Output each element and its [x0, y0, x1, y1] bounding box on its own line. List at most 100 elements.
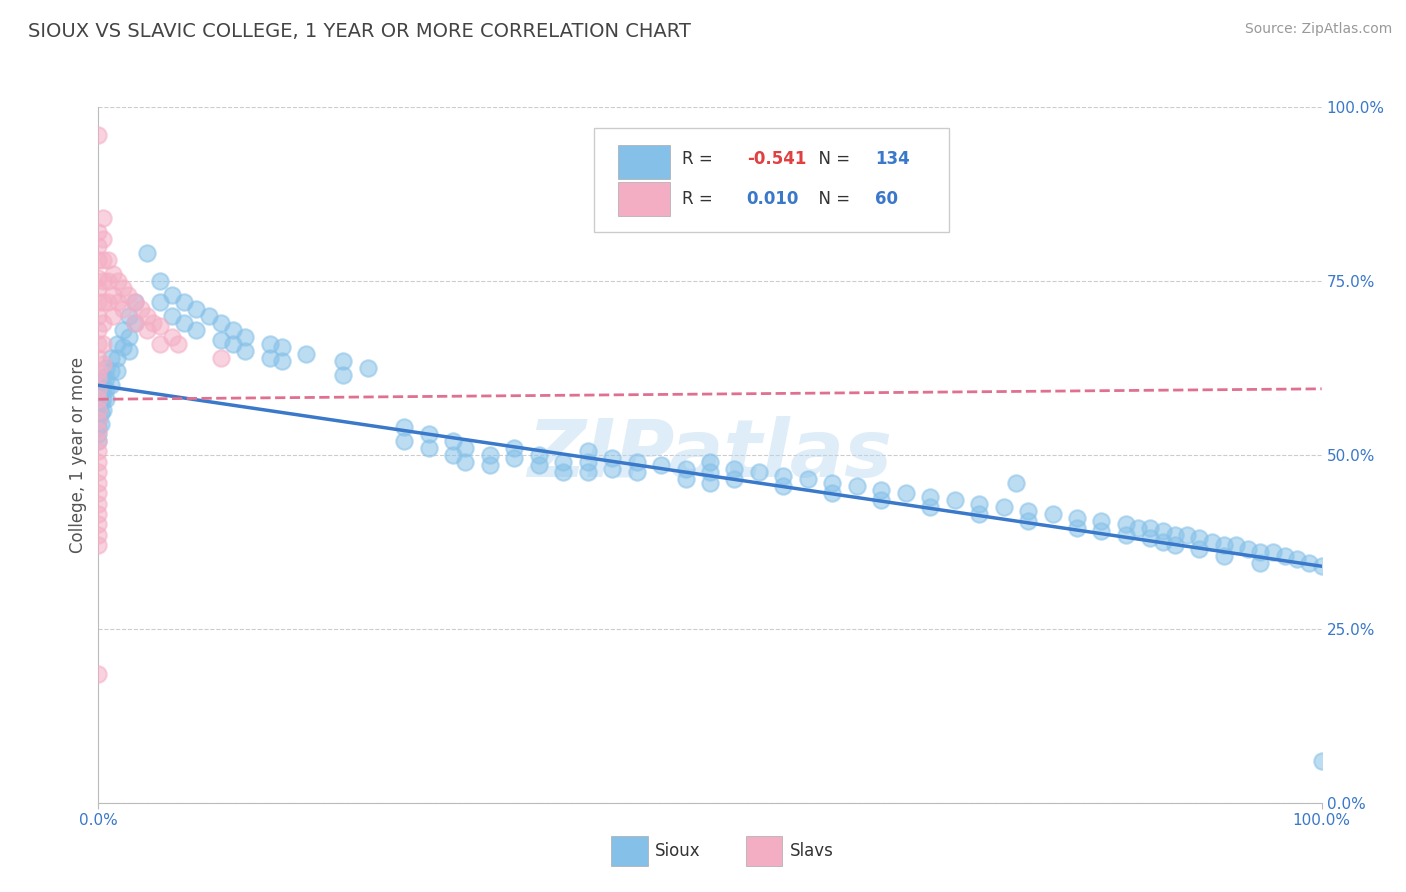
- Point: [222, 323, 245, 337]
- Point: [233, 329, 256, 343]
- Point: [356, 360, 378, 375]
- FancyBboxPatch shape: [619, 145, 669, 179]
- Point: [124, 316, 146, 330]
- Point: [650, 458, 672, 473]
- Point: [87, 294, 110, 309]
- Point: [600, 451, 623, 466]
- Point: [1225, 538, 1247, 552]
- Point: [1115, 517, 1137, 532]
- Point: [100, 351, 122, 365]
- Point: [124, 294, 146, 309]
- Point: [478, 458, 501, 473]
- Point: [441, 434, 464, 448]
- Point: [91, 371, 114, 385]
- Point: [626, 466, 648, 480]
- Point: [870, 483, 893, 497]
- Point: [91, 232, 114, 246]
- Point: [675, 462, 697, 476]
- Point: [1139, 532, 1161, 546]
- Point: [392, 434, 416, 448]
- FancyBboxPatch shape: [619, 182, 669, 216]
- Point: [107, 274, 129, 288]
- Point: [87, 528, 110, 542]
- Point: [101, 267, 124, 281]
- Text: Sioux: Sioux: [655, 842, 700, 860]
- Point: [87, 497, 110, 511]
- Point: [87, 444, 110, 458]
- Text: N =: N =: [808, 150, 855, 169]
- Point: [87, 486, 110, 500]
- Point: [87, 351, 110, 365]
- Point: [87, 427, 110, 442]
- Point: [1090, 514, 1112, 528]
- Point: [111, 301, 134, 316]
- Point: [117, 288, 139, 302]
- Point: [441, 448, 464, 462]
- Point: [1201, 535, 1223, 549]
- Point: [173, 316, 195, 330]
- Point: [920, 500, 942, 514]
- Point: [90, 406, 112, 420]
- Point: [626, 455, 648, 469]
- Point: [600, 462, 623, 476]
- Point: [675, 472, 697, 486]
- Point: [1188, 541, 1211, 556]
- Point: [723, 462, 745, 476]
- Point: [197, 309, 219, 323]
- Point: [142, 316, 165, 330]
- Point: [124, 316, 146, 330]
- Point: [1286, 552, 1309, 566]
- Point: [1152, 535, 1174, 549]
- Point: [1298, 556, 1320, 570]
- Point: [1261, 545, 1284, 559]
- Point: [576, 455, 599, 469]
- Point: [503, 451, 526, 466]
- Point: [1090, 524, 1112, 539]
- Point: [772, 468, 794, 483]
- Point: [1249, 545, 1271, 559]
- Point: [87, 507, 110, 521]
- Point: [1115, 528, 1137, 542]
- Point: [136, 246, 159, 260]
- Point: [454, 441, 477, 455]
- Point: [91, 316, 114, 330]
- Point: [149, 319, 172, 334]
- Point: [478, 448, 501, 462]
- Point: [173, 294, 195, 309]
- Point: [699, 466, 721, 480]
- Point: [748, 466, 770, 480]
- Point: [91, 274, 114, 288]
- Point: [91, 294, 114, 309]
- Point: [553, 466, 575, 480]
- Point: [186, 301, 208, 316]
- Point: [87, 323, 110, 337]
- Text: N =: N =: [808, 190, 855, 208]
- Point: [87, 281, 110, 295]
- Point: [259, 336, 281, 351]
- Point: [91, 211, 114, 226]
- Point: [870, 493, 893, 508]
- Point: [91, 392, 114, 407]
- Point: [136, 323, 159, 337]
- Text: SIOUX VS SLAVIC COLLEGE, 1 YEAR OR MORE CORRELATION CHART: SIOUX VS SLAVIC COLLEGE, 1 YEAR OR MORE …: [28, 22, 690, 41]
- Text: Slavs: Slavs: [790, 842, 834, 860]
- Point: [149, 336, 172, 351]
- Point: [87, 371, 110, 385]
- Point: [124, 294, 146, 309]
- Point: [160, 288, 183, 302]
- Point: [699, 475, 721, 490]
- Point: [845, 479, 868, 493]
- Point: [1310, 754, 1333, 768]
- Point: [967, 507, 990, 521]
- Point: [270, 340, 294, 354]
- Point: [87, 378, 110, 392]
- Point: [576, 466, 599, 480]
- Point: [87, 413, 110, 427]
- Y-axis label: College, 1 year or more: College, 1 year or more: [69, 357, 87, 553]
- Point: [186, 323, 208, 337]
- Point: [87, 382, 110, 396]
- Point: [821, 475, 844, 490]
- FancyBboxPatch shape: [745, 836, 782, 866]
- Point: [1212, 549, 1234, 563]
- Point: [1004, 475, 1026, 490]
